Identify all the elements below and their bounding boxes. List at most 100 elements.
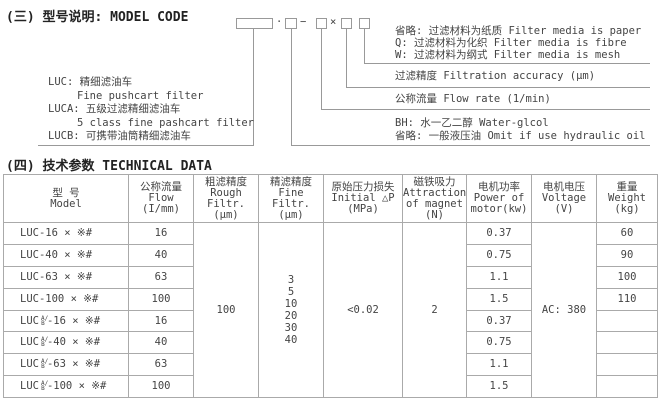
initial-dp-cell: <0.02 xyxy=(323,221,403,399)
model-suffix: -16 × ※# xyxy=(46,314,101,327)
power-cell: 0.37 xyxy=(466,222,532,245)
model-cell: LUC A/B -40 × ※# xyxy=(3,331,129,355)
header-fine: 精滤精度 Fine Filtr. (μm) xyxy=(258,174,324,223)
weight-cell xyxy=(596,309,658,333)
fine-value: 10 xyxy=(284,298,298,311)
header-line: 电机功率 xyxy=(478,181,520,193)
fine-value: 5 xyxy=(287,286,295,299)
fine-value: 20 xyxy=(284,310,298,323)
header-line: 粗滤精度 xyxy=(205,175,247,188)
header-flow: 公称流量 Flow (I/mm) xyxy=(128,174,194,223)
model-prefix: LUC xyxy=(20,336,39,349)
header-line: Model xyxy=(50,197,82,210)
media-paper: 省略: 过滤材料为纸质 Filter media is paper xyxy=(395,25,642,37)
type-luc: LUC: 精细滤油车 xyxy=(48,76,133,88)
code-box-accuracy xyxy=(341,18,352,29)
header-line: (V) xyxy=(554,203,574,215)
connector-line xyxy=(346,87,650,88)
header-line: Attraction xyxy=(403,186,467,199)
connector-line xyxy=(346,29,347,87)
header-line: Voltage xyxy=(541,192,587,204)
rough-cell: 100 xyxy=(193,221,259,399)
model-prefix: LUC xyxy=(20,380,39,393)
model-cell: LUC-63 × ※# xyxy=(3,265,129,289)
header-line: 公称流量 xyxy=(140,181,182,193)
model-prefix: LUC xyxy=(20,314,39,327)
code-box-type xyxy=(236,18,273,29)
model-cell: LUC-40 × ※# xyxy=(3,243,129,267)
model-code-title: (三) 型号说明: MODEL CODE xyxy=(6,10,189,25)
weight-cell xyxy=(596,375,658,399)
model-suffix: -100 × ※# xyxy=(46,380,107,393)
power-cell: 1.1 xyxy=(466,265,532,289)
power-cell: 0.75 xyxy=(466,331,532,355)
header-line: 重量 xyxy=(616,181,638,193)
fine-cell: 3 5 10 20 30 40 xyxy=(258,221,324,399)
model-variant: A/B xyxy=(40,336,49,349)
flow-cell: 16 xyxy=(128,222,194,245)
model-suffix: -63 × ※# xyxy=(46,358,101,371)
flow-label: 公称流量 Flow rate (1/min) xyxy=(395,93,551,105)
header-initial-dp: 原始压力损失 Initial △P (MPa) xyxy=(323,174,403,223)
flow-cell: 100 xyxy=(128,287,194,311)
header-line: of magnet xyxy=(406,197,463,210)
flow-cell: 100 xyxy=(128,375,194,399)
model-cell: LUC A/B -100 × ※# xyxy=(3,375,129,399)
header-line: (kg) xyxy=(614,203,640,215)
power-cell: 0.75 xyxy=(466,243,532,267)
flow-cell: 63 xyxy=(128,265,194,289)
weight-cell xyxy=(596,331,658,355)
connector-line xyxy=(321,109,650,110)
header-line: (N) xyxy=(425,208,444,221)
code-box-flow xyxy=(316,18,327,29)
table-row: LUC-100 × ※# 100 1.5 110 xyxy=(3,287,658,311)
fine-value: 30 xyxy=(284,322,298,335)
connector-line xyxy=(364,29,365,63)
model-suffix: -63 × ※# xyxy=(38,270,93,283)
model-cell: LUC A/B -16 × ※# xyxy=(3,309,129,333)
fluid-bh: BH: 水一乙二醇 Water-glcol xyxy=(395,117,549,129)
accuracy-label: 过滤精度 Filtration accuracy (μm) xyxy=(395,70,596,82)
header-model: 型 号 Model xyxy=(3,174,129,223)
header-line: Fine Filtr. xyxy=(272,186,310,210)
fine-value: 3 xyxy=(287,274,295,287)
fine-value: 40 xyxy=(284,334,298,347)
power-cell: 1.5 xyxy=(466,375,532,399)
model-prefix: LUC xyxy=(20,292,39,305)
flow-cell: 16 xyxy=(128,309,194,333)
header-line: Rough Filtr. xyxy=(207,186,245,210)
weight-cell: 90 xyxy=(596,243,658,267)
flow-cell: 40 xyxy=(128,331,194,355)
header-line: (MPa) xyxy=(347,203,379,215)
weight-cell: 60 xyxy=(596,222,658,245)
model-suffix: -40 × ※# xyxy=(38,248,93,261)
model-cell: LUC A/B -63 × ※# xyxy=(3,353,129,377)
connector-line xyxy=(321,29,322,109)
header-line: (μm) xyxy=(278,208,304,221)
model-cell: LUC-100 × ※# xyxy=(3,287,129,311)
weight-cell: 110 xyxy=(596,287,658,311)
header-row: 型 号 Model 公称流量 Flow (I/mm) 粗滤精度 Rough Filtr. (μ… xyxy=(3,174,658,223)
model-variant: A/B xyxy=(40,358,49,371)
code-dot: · xyxy=(276,16,283,28)
code-times: × xyxy=(330,16,337,28)
weight-cell xyxy=(596,353,658,377)
model-suffix: -40 × ※# xyxy=(46,336,101,349)
table-row: LUC A/B -100 × ※# 100 1.5 xyxy=(3,375,658,399)
magnet-cell: 2 xyxy=(402,221,467,399)
connector-line xyxy=(291,145,650,146)
type-lucb: LUCB: 可携带油筒精细滤油车 xyxy=(48,130,191,142)
code-box-media xyxy=(359,18,370,29)
model-prefix: LUC xyxy=(20,248,39,261)
header-weight: 重量 Weight (kg) xyxy=(596,174,658,223)
table-row: LUC A/B -63 × ※# 63 1.1 xyxy=(3,353,658,377)
header-line: 原始压力损失 xyxy=(331,181,395,193)
header-line: 型 号 xyxy=(52,186,80,199)
technical-table: 型 号 Model 公称流量 Flow (I/mm) 粗滤精度 Rough Filtr. (μ… xyxy=(3,174,658,399)
model-prefix: LUC xyxy=(20,358,39,371)
header-voltage: 电机电压 Voltage (V) xyxy=(531,174,597,223)
model-variant: A/B xyxy=(40,314,49,327)
header-line: (I/mm) xyxy=(142,203,180,215)
connector-line xyxy=(291,29,292,145)
table-row: LUC A/B -40 × ※# 40 0.75 xyxy=(3,331,658,355)
